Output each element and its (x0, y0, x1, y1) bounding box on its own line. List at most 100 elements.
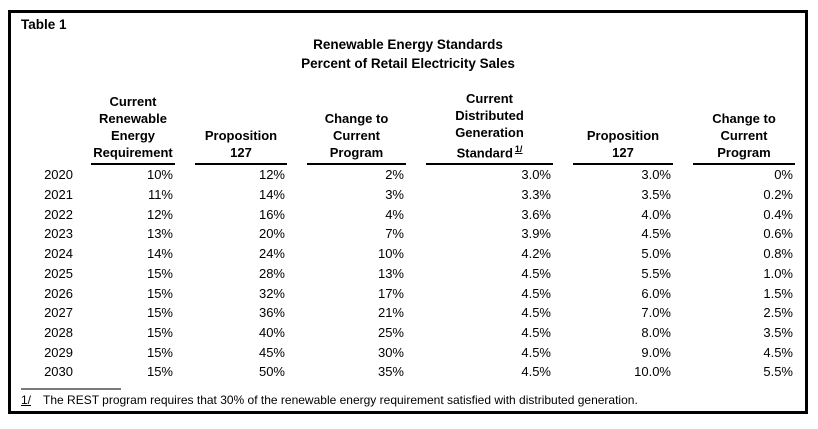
value-cell: 13% (146, 226, 173, 242)
value-cell: 14% (146, 246, 173, 262)
value-cell: 4.5% (521, 305, 551, 321)
value-cell: 8.0% (641, 324, 671, 340)
value-cell: 4.5% (641, 226, 671, 242)
col-header-change-to-current-program-right: Change to Current Program (683, 90, 805, 166)
value-cell: 4.5% (521, 265, 551, 281)
year-cell: 2026 (44, 285, 73, 301)
col-header-change-to-current-program-left: Change to Current Program (297, 90, 416, 166)
value-cell: 4.5% (521, 364, 551, 380)
footnote-separator-line (21, 388, 121, 390)
year-cell: 2025 (44, 265, 73, 281)
value-cell: 13% (377, 265, 404, 281)
value-cell: 4.5% (521, 285, 551, 301)
table-title: Renewable Energy Standards Percent of Re… (11, 35, 805, 73)
value-cell: 9.0% (641, 344, 671, 360)
col-header-current-renewable-requirement: Current Renewable Energy Requirement (81, 90, 185, 166)
value-cell: 3.0% (521, 167, 551, 183)
renewable-standards-table: Current Renewable Energy Requirement Pro… (11, 90, 805, 382)
header-row: Current Renewable Energy Requirement Pro… (11, 90, 805, 166)
table-row: 2025 15% 28% 13% 4.5% 5.5% 1.0% (11, 264, 805, 284)
value-cell: 16% (258, 206, 285, 222)
year-cell: 2021 (44, 187, 73, 203)
value-cell: 2.5% (763, 305, 793, 321)
col-header-current-distributed-generation-standard: Current Distributed Generation Standard 1… (416, 90, 563, 166)
col-header-proposition-127-left: Proposition 127 (185, 90, 297, 166)
value-cell: 20% (258, 226, 285, 242)
value-cell: 3.5% (641, 187, 671, 203)
title-line-1: Renewable Energy Standards (313, 37, 503, 52)
year-cell: 2020 (44, 167, 73, 183)
value-cell: 0.8% (763, 246, 793, 262)
value-cell: 15% (146, 364, 173, 380)
value-cell: 25% (377, 324, 404, 340)
footnote-ref: 1/ (21, 393, 32, 407)
value-cell: 12% (258, 167, 285, 183)
table-1-container: Table 1 Renewable Energy Standards Perce… (8, 10, 808, 414)
value-cell: 4% (385, 206, 404, 222)
col-header-proposition-127-right: Proposition 127 (563, 90, 683, 166)
value-cell: 0.4% (763, 206, 793, 222)
value-cell: 4.0% (641, 206, 671, 222)
value-cell: 14% (258, 187, 285, 203)
value-cell: 50% (258, 364, 285, 380)
year-cell: 2024 (44, 246, 73, 262)
value-cell: 35% (377, 364, 404, 380)
table-row: 2026 15% 32% 17% 4.5% 6.0% 1.5% (11, 284, 805, 304)
footnote-line: 1/The REST program requires that 30% of … (21, 393, 805, 408)
value-cell: 4.2% (521, 246, 551, 262)
value-cell: 28% (258, 265, 285, 281)
year-cell: 2023 (44, 226, 73, 242)
footnote: 1/The REST program requires that 30% of … (11, 388, 805, 411)
value-cell: 3.6% (521, 206, 551, 222)
value-cell: 4.5% (763, 344, 793, 360)
value-cell: 2% (385, 167, 404, 183)
value-cell: 5.0% (641, 246, 671, 262)
footnote-reference-superscript: 1/ (514, 144, 523, 154)
table-row: 2023 13% 20% 7% 3.9% 4.5% 0.6% (11, 224, 805, 244)
value-cell: 36% (258, 305, 285, 321)
value-cell: 3.0% (641, 167, 671, 183)
year-cell: 2029 (44, 344, 73, 360)
value-cell: 3.5% (763, 324, 793, 340)
table-body: 2020 10% 12% 2% 3.0% 3.0% 0% 2021 11% 14… (11, 165, 805, 382)
value-cell: 7.0% (641, 305, 671, 321)
value-cell: 30% (377, 344, 404, 360)
value-cell: 12% (146, 206, 173, 222)
value-cell: 15% (146, 285, 173, 301)
table-row: 2028 15% 40% 25% 4.5% 8.0% 3.5% (11, 323, 805, 343)
year-cell: 2022 (44, 206, 73, 222)
value-cell: 1.0% (763, 265, 793, 281)
value-cell: 32% (258, 285, 285, 301)
table-label: Table 1 (21, 17, 67, 32)
value-cell: 5.5% (641, 265, 671, 281)
value-cell: 0% (774, 167, 793, 183)
value-cell: 3% (385, 187, 404, 203)
title-line-2: Percent of Retail Electricity Sales (301, 56, 515, 71)
value-cell: 24% (258, 246, 285, 262)
value-cell: 3.9% (521, 226, 551, 242)
value-cell: 21% (377, 305, 404, 321)
table-row: 2020 10% 12% 2% 3.0% 3.0% 0% (11, 165, 805, 185)
value-cell: 7% (385, 226, 404, 242)
table-row: 2021 11% 14% 3% 3.3% 3.5% 0.2% (11, 185, 805, 205)
value-cell: 3.3% (521, 187, 551, 203)
table-row: 2029 15% 45% 30% 4.5% 9.0% 4.5% (11, 343, 805, 363)
value-cell: 15% (146, 305, 173, 321)
value-cell: 15% (146, 265, 173, 281)
value-cell: 10.0% (634, 364, 671, 380)
value-cell: 0.6% (763, 226, 793, 242)
year-cell: 2028 (44, 324, 73, 340)
footnote-text: The REST program requires that 30% of th… (43, 393, 638, 407)
value-cell: 0.2% (763, 187, 793, 203)
value-cell: 45% (258, 344, 285, 360)
value-cell: 11% (147, 187, 173, 203)
value-cell: 15% (146, 324, 173, 340)
value-cell: 40% (258, 324, 285, 340)
table-row: 2022 12% 16% 4% 3.6% 4.0% 0.4% (11, 205, 805, 225)
year-column-header (11, 90, 81, 165)
value-cell: 10% (377, 246, 404, 262)
table-row: 2030 15% 50% 35% 4.5% 10.0% 5.5% (11, 362, 805, 382)
value-cell: 4.5% (521, 324, 551, 340)
value-cell: 10% (146, 167, 173, 183)
